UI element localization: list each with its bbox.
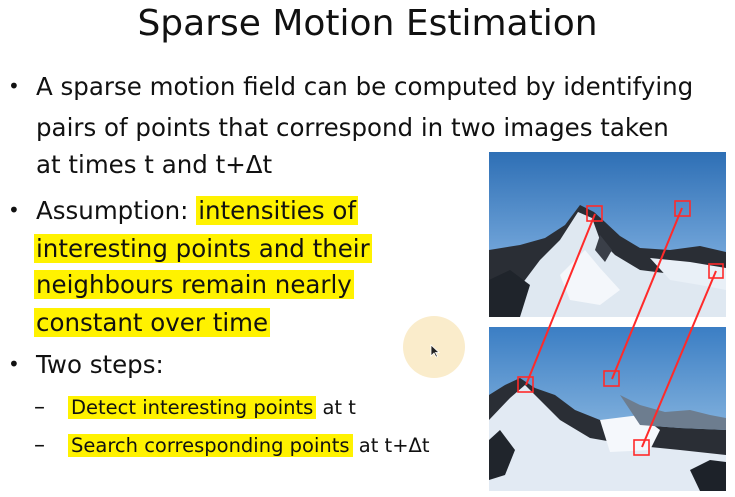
bullet-1-line-1: A sparse motion field can be computed by…: [36, 72, 694, 101]
interest-point-markers: [517, 200, 724, 456]
bullet-2-dot: •: [8, 198, 20, 222]
highlight-text: interesting points and their: [34, 234, 372, 263]
image-time-t-plus-dt: [489, 327, 726, 491]
bullet-1-line-3: at times t and t+Δt: [36, 150, 273, 179]
step-2: Search corresponding points at t+Δt: [68, 431, 430, 461]
highlight-text: neighbours remain nearly: [34, 270, 354, 299]
marker-bottom-3: [633, 439, 650, 456]
marker-top-3: [708, 263, 724, 279]
marker-bottom-1: [517, 376, 534, 393]
marker-top-2: [674, 200, 691, 217]
highlight-text: intensities of: [196, 196, 358, 225]
bullet-2-line-1: Assumption: intensities of: [36, 194, 358, 227]
image-time-t: [489, 152, 726, 317]
bullet-2-line-2: interesting points and their: [34, 232, 372, 265]
step-1-rest: at t: [316, 396, 356, 419]
step-2-rest: at t+Δt: [352, 434, 430, 457]
match-line-3: [641, 270, 717, 448]
step-1-highlight: Detect interesting points: [68, 396, 317, 419]
bullet-1-line-2: pairs of points that correspond in two i…: [36, 113, 669, 142]
bullet-2-line-4: constant over time: [34, 306, 271, 339]
step-1: Detect interesting points at t: [68, 393, 356, 423]
pointer-highlight: [403, 316, 465, 378]
bullet-1-dot: •: [8, 74, 20, 98]
bullet-3-label: Two steps:: [36, 350, 164, 379]
step-2-dash: –: [34, 433, 45, 458]
step-2-highlight: Search corresponding points: [68, 434, 353, 457]
bullet-3-dot: •: [8, 352, 20, 376]
bullet-2-line-3: neighbours remain nearly: [34, 268, 354, 301]
correspondence-lines: [525, 207, 717, 448]
mouse-cursor-icon: [430, 344, 440, 358]
marker-top-1: [586, 205, 603, 222]
slide-title: Sparse Motion Estimation: [137, 3, 598, 44]
match-line-2: [611, 207, 683, 380]
highlight-text: constant over time: [34, 308, 271, 337]
marker-bottom-2: [603, 370, 620, 387]
assumption-label: Assumption:: [36, 196, 197, 225]
match-line-1: [525, 213, 596, 386]
step-1-dash: –: [34, 395, 45, 420]
